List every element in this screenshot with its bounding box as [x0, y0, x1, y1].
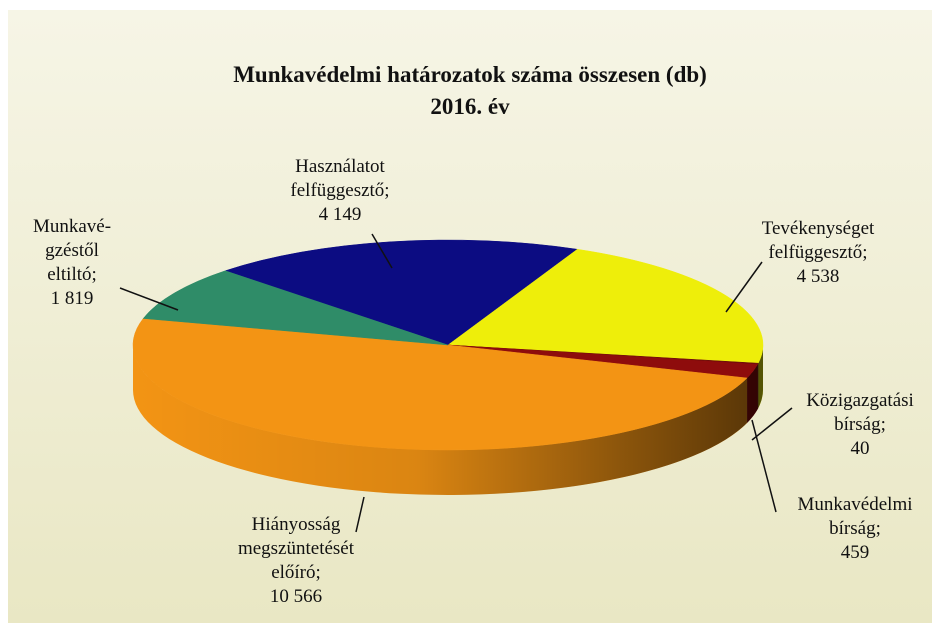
leader-line: [355, 496, 365, 533]
slice-label-line: bírság;: [829, 518, 881, 539]
slice-label-line: gzéstől: [45, 240, 99, 261]
slice-label: Hiányosság megszüntetését előíró;: [238, 514, 355, 583]
pie-slice: [132, 318, 748, 451]
slice-label-line: Közigazgatási: [806, 390, 914, 411]
slice-label-line: Munkavé-: [33, 216, 111, 237]
leader-line: [119, 287, 179, 311]
slice-label-line: bírság;: [834, 414, 886, 435]
slice-label-line: Munkavédelmi: [797, 494, 912, 515]
side-shading: [133, 345, 763, 495]
slice-label: Munkavédelmi bírság;: [797, 494, 912, 539]
value-label: 4 538: [797, 266, 840, 287]
pie-slice: [447, 248, 764, 364]
leader-line: [751, 419, 777, 513]
value-label: 40: [851, 438, 870, 459]
slice-label-line: felfüggesztő;: [290, 180, 389, 201]
chart-title: Munkavédelmi határozatok száma összesen …: [233, 62, 707, 87]
slice-label-line: megszüntetését: [238, 538, 355, 559]
value-label: 1 819: [51, 288, 94, 309]
slice-label: Tevékenységet felfüggesztő;: [762, 218, 875, 263]
slice-label-line: eltiltó;: [47, 264, 97, 285]
value-label: 4 149: [319, 204, 362, 225]
slice-label: Közigazgatási bírság;: [806, 390, 914, 435]
slice-label: Munkavé-gzéstől eltiltó;: [33, 216, 111, 285]
slice-label-line: előíró;: [271, 562, 321, 583]
slice-label-line: Használatot: [295, 156, 385, 177]
chart-subtitle: 2016. év: [430, 94, 510, 119]
value-label: 459: [841, 542, 870, 563]
slice-label-line: Tevékenységet: [762, 218, 875, 239]
leader-line: [751, 407, 793, 441]
slice-label-line: felfüggesztő;: [768, 242, 867, 263]
leader-line: [371, 233, 393, 269]
slice-label-line: Hiányosság: [252, 514, 341, 535]
pie-slice: [142, 270, 449, 346]
slice-label: Használatot felfüggesztő;: [290, 156, 389, 201]
value-label: 10 566: [270, 586, 322, 607]
pie-slice: [224, 239, 578, 346]
leader-line: [725, 261, 763, 313]
